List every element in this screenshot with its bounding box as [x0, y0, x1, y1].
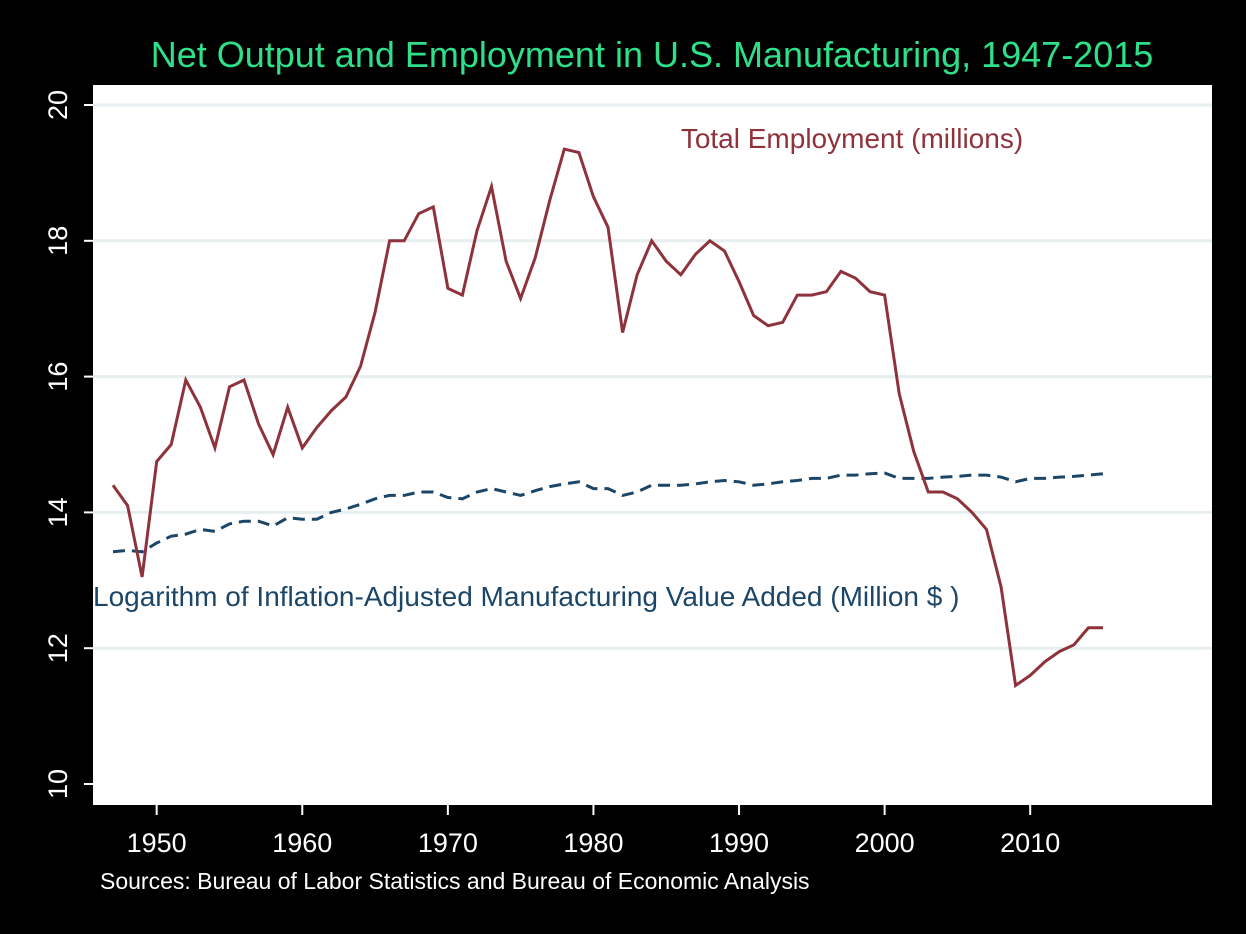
- annotation-total-employment: Total Employment (millions): [681, 123, 1023, 154]
- x-tick-label-2000: 2000: [855, 828, 915, 858]
- annotation-value-added: Logarithm of Inflation-Adjusted Manufact…: [93, 581, 959, 612]
- x-axis: 1950 1960 1970 1980 1990 2000 2010: [127, 805, 1060, 858]
- x-tick-label-1980: 1980: [563, 828, 623, 858]
- x-tick-label-1970: 1970: [418, 828, 478, 858]
- source-note: Sources: Bureau of Labor Statistics and …: [100, 868, 810, 894]
- chart-title: Net Output and Employment in U.S. Manufa…: [151, 34, 1154, 75]
- plot-area: [93, 85, 1212, 805]
- x-tick-label-1950: 1950: [127, 828, 187, 858]
- y-tick-label-12: 12: [43, 633, 73, 663]
- y-tick-label-14: 14: [43, 497, 73, 527]
- y-tick-label-18: 18: [43, 226, 73, 256]
- y-tick-label-10: 10: [43, 769, 73, 799]
- y-axis: 10 12 14 16 18 20: [43, 90, 93, 799]
- series-line-employment: [111, 147, 1103, 689]
- y-tick-label-16: 16: [43, 362, 73, 392]
- x-tick-label-1990: 1990: [709, 828, 769, 858]
- series-line-value-added: [112, 471, 1104, 554]
- x-tick-label-1960: 1960: [272, 828, 332, 858]
- y-tick-label-20: 20: [43, 90, 73, 120]
- x-tick-label-2010: 2010: [1000, 828, 1060, 858]
